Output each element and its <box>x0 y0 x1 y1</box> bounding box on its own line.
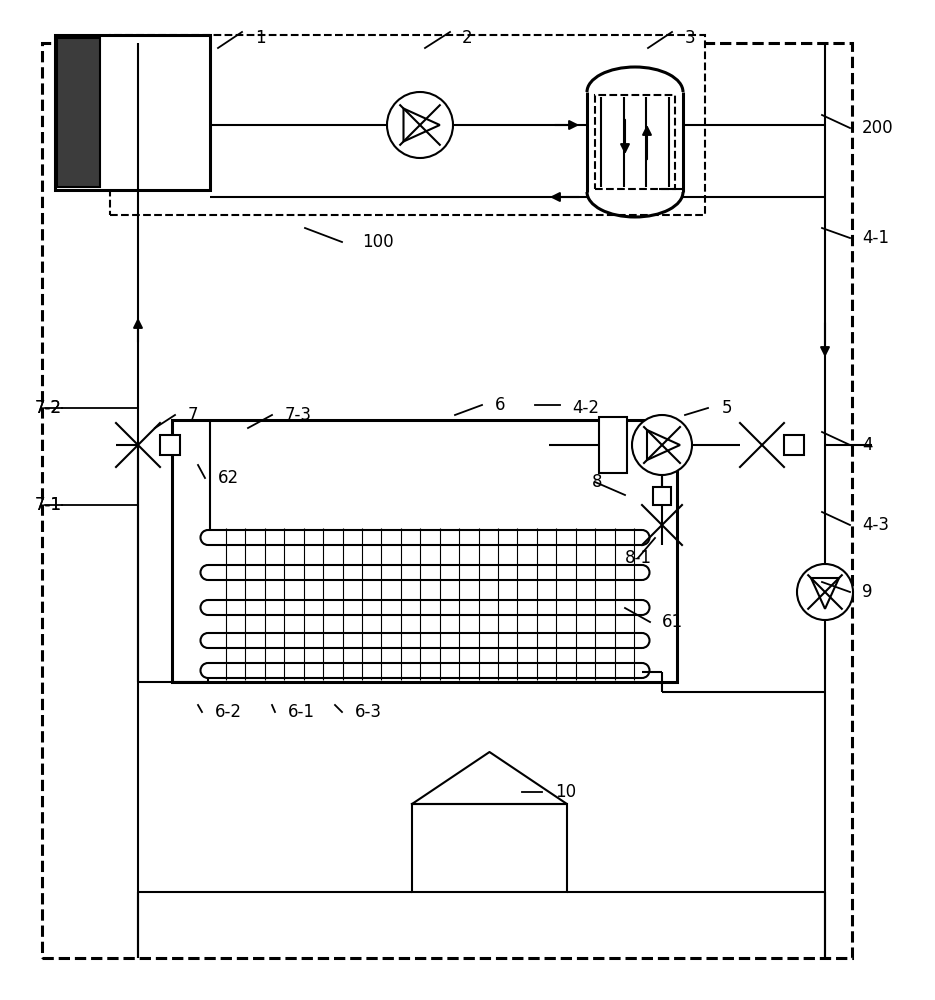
Text: 62: 62 <box>218 469 239 487</box>
Text: 200: 200 <box>862 119 894 137</box>
Circle shape <box>387 92 453 158</box>
Bar <box>784 435 804 455</box>
Bar <box>55 35 210 190</box>
Bar <box>42 43 852 958</box>
Text: 7-2: 7-2 <box>35 399 62 417</box>
Circle shape <box>632 415 692 475</box>
Text: 4-3: 4-3 <box>862 516 889 534</box>
Bar <box>412 804 567 892</box>
Text: 7-1: 7-1 <box>35 496 62 514</box>
Bar <box>653 487 671 505</box>
Text: 10: 10 <box>555 783 576 801</box>
Bar <box>110 35 705 215</box>
Text: 3: 3 <box>685 29 696 47</box>
Text: 4-2: 4-2 <box>572 399 599 417</box>
Text: 9: 9 <box>862 583 872 601</box>
Text: 4-1: 4-1 <box>862 229 889 247</box>
Text: 5: 5 <box>722 399 732 417</box>
Text: 7-3: 7-3 <box>285 406 312 424</box>
Text: 6-1: 6-1 <box>288 703 315 721</box>
Text: 6-2: 6-2 <box>215 703 242 721</box>
Circle shape <box>797 564 853 620</box>
Bar <box>160 435 180 455</box>
Text: 100: 100 <box>362 233 394 251</box>
Text: 7: 7 <box>188 406 198 424</box>
Bar <box>595 95 675 189</box>
Text: 1: 1 <box>255 29 266 47</box>
Text: 8: 8 <box>592 473 602 491</box>
Text: 2: 2 <box>462 29 472 47</box>
Text: 7-2: 7-2 <box>35 399 62 417</box>
Text: 6: 6 <box>495 396 506 414</box>
Bar <box>172 420 677 682</box>
Text: 61: 61 <box>662 613 683 631</box>
Text: 7-1: 7-1 <box>35 496 62 514</box>
Bar <box>599 417 627 473</box>
Text: 4: 4 <box>862 436 872 454</box>
Text: 8-1: 8-1 <box>625 549 652 567</box>
Bar <box>57 38 100 187</box>
Text: 6-3: 6-3 <box>355 703 382 721</box>
